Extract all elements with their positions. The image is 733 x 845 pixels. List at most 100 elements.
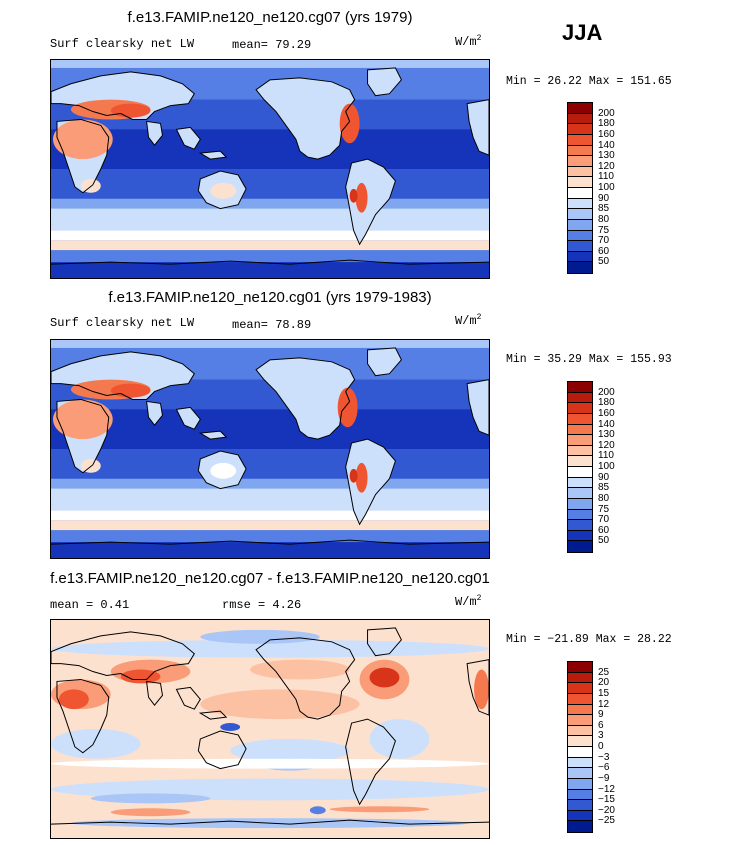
colorbar-tick-label: 85	[598, 203, 610, 215]
colorbar-tick-label: 100	[598, 461, 615, 472]
colorbar-tick-label: 200	[598, 107, 615, 119]
colorbar-swatch	[568, 757, 592, 769]
colorbar-tick-label: 140	[598, 418, 615, 430]
colorbar-tick-label: 25	[598, 666, 610, 678]
colorbar-tick-label: 60	[598, 245, 610, 257]
colorbar-tick-label: −15	[598, 794, 615, 806]
colorbar-swatch	[568, 435, 592, 446]
colorbar-swatch	[568, 662, 592, 673]
colorbar-swatch	[568, 124, 592, 135]
colorbar-swatch	[568, 509, 592, 521]
colorbar-swatch	[568, 683, 592, 694]
colorbar-swatch	[568, 262, 592, 273]
colorbar-swatch	[568, 747, 592, 758]
panel-1-minmax: Min = 26.22 Max = 151.65	[506, 75, 672, 88]
panel-3-mean: mean = 0.41	[50, 598, 130, 612]
colorbar-swatch	[568, 498, 592, 510]
colorbar-tick-label: −9	[598, 772, 610, 784]
colorbar-swatch	[568, 530, 592, 542]
colorbar-swatch	[568, 241, 592, 252]
panel-1-variable-label: Surf clearsky net LW	[50, 37, 195, 51]
colorbar-swatch	[568, 219, 592, 231]
colorbar-tick-label: 110	[598, 171, 614, 183]
colorbar-swatch	[568, 520, 592, 531]
panel-1-colorbar	[567, 102, 593, 274]
colorbar-tick-label: 75	[598, 503, 610, 515]
colorbar-tick-label: 60	[598, 524, 610, 536]
colorbar-swatch	[568, 789, 592, 801]
colorbar-swatch	[568, 134, 592, 146]
colorbar-swatch	[568, 810, 592, 822]
season-label: JJA	[562, 20, 603, 45]
colorbar-tick-label: 110	[598, 450, 614, 462]
panel-3-title: f.e13.FAMIP.ne120_ne120.cg07 - f.e13.FAM…	[50, 570, 490, 587]
panel-3-minmax: Min = −21.89 Max = 28.22	[506, 633, 672, 646]
panel-1-units: W/m2	[455, 34, 482, 49]
colorbar-swatch	[568, 230, 592, 242]
colorbar-swatch	[568, 725, 592, 737]
colorbar-tick-label: 180	[598, 397, 615, 409]
colorbar-swatch	[568, 672, 592, 684]
colorbar-swatch	[568, 467, 592, 478]
colorbar-swatch	[568, 166, 592, 178]
colorbar-tick-label: 130	[598, 150, 615, 162]
panel-3-map	[50, 619, 490, 839]
colorbar-tick-label: 130	[598, 429, 615, 441]
panel-3-rmse: rmse = 4.26	[222, 598, 302, 612]
colorbar-tick-label: −12	[598, 783, 615, 795]
panel-2-map	[50, 339, 490, 559]
colorbar-tick-label: 120	[598, 160, 615, 172]
colorbar-swatch	[568, 768, 592, 779]
panel-3-colorbar	[567, 661, 593, 833]
colorbar-swatch	[568, 704, 592, 716]
colorbar-tick-label: 3	[598, 730, 604, 742]
colorbar-swatch	[568, 113, 592, 125]
colorbar-swatch	[568, 778, 592, 790]
colorbar-swatch	[568, 177, 592, 188]
colorbar-tick-label: 90	[598, 192, 610, 204]
colorbar-swatch	[568, 188, 592, 199]
colorbar-swatch	[568, 156, 592, 167]
colorbar-tick-label: 90	[598, 471, 610, 483]
colorbar-swatch	[568, 541, 592, 552]
colorbar-tick-label: 15	[598, 687, 610, 699]
colorbar-tick-label: 12	[598, 698, 610, 710]
colorbar-tick-label: 100	[598, 182, 615, 193]
colorbar-tick-label: 9	[598, 709, 604, 721]
panel-2-mean: mean= 78.89	[232, 318, 312, 332]
colorbar-swatch	[568, 715, 592, 726]
panel-2-colorbar	[567, 381, 593, 553]
colorbar-tick-label: 140	[598, 139, 615, 151]
colorbar-tick-label: 70	[598, 514, 610, 526]
colorbar-swatch	[568, 477, 592, 489]
colorbar-tick-label: 160	[598, 128, 615, 140]
colorbar-swatch	[568, 424, 592, 436]
colorbar-tick-label: 75	[598, 224, 610, 236]
panel-2-units: W/m2	[455, 313, 482, 328]
colorbar-swatch	[568, 403, 592, 414]
panel-2-variable-label: Surf clearsky net LW	[50, 316, 195, 330]
panel-1-title: f.e13.FAMIP.ne120_ne120.cg07 (yrs 1979)	[127, 9, 413, 26]
colorbar-tick-label: 160	[598, 407, 615, 419]
colorbar-tick-label: 120	[598, 439, 615, 451]
colorbar-tick-label: 6	[598, 719, 604, 731]
colorbar-tick-label: 70	[598, 235, 610, 247]
colorbar-swatch	[568, 693, 592, 705]
colorbar-swatch	[568, 392, 592, 404]
colorbar-swatch	[568, 736, 592, 747]
colorbar-swatch	[568, 445, 592, 457]
colorbar-tick-label: 50	[598, 535, 610, 547]
colorbar-tick-label: 200	[598, 386, 615, 398]
colorbar-swatch	[568, 103, 592, 114]
colorbar-tick-label: −20	[598, 804, 615, 816]
colorbar-tick-label: 85	[598, 482, 610, 494]
colorbar-tick-label: −25	[598, 815, 615, 827]
panel-2-title: f.e13.FAMIP.ne120_ne120.cg01 (yrs 1979-1…	[108, 289, 432, 306]
panel-2-minmax: Min = 35.29 Max = 155.93	[506, 353, 672, 366]
panel-1-map	[50, 59, 490, 279]
colorbar-swatch	[568, 821, 592, 832]
panel-1-mean: mean= 79.29	[232, 38, 312, 52]
colorbar-swatch	[568, 251, 592, 263]
colorbar-swatch	[568, 456, 592, 467]
colorbar-tick-label: 80	[598, 213, 610, 225]
